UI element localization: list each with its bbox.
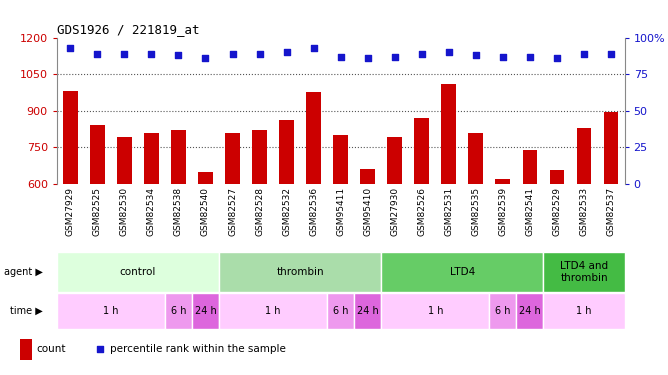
Text: GSM82540: GSM82540 xyxy=(201,187,210,236)
Bar xyxy=(522,150,537,184)
Text: GSM82527: GSM82527 xyxy=(228,187,237,236)
Text: GSM82537: GSM82537 xyxy=(607,187,615,236)
Text: GSM82532: GSM82532 xyxy=(282,187,291,236)
Point xyxy=(335,54,346,60)
Text: 1 h: 1 h xyxy=(265,306,281,316)
Bar xyxy=(544,293,625,329)
Bar xyxy=(57,293,165,329)
Bar xyxy=(354,293,381,329)
Text: 24 h: 24 h xyxy=(194,306,216,316)
Bar xyxy=(381,252,544,292)
Bar xyxy=(171,130,186,184)
Point xyxy=(606,51,617,57)
Text: 24 h: 24 h xyxy=(357,306,379,316)
Text: GSM82529: GSM82529 xyxy=(552,187,562,236)
Point xyxy=(200,55,211,61)
Text: GSM82538: GSM82538 xyxy=(174,187,183,236)
Text: GSM82535: GSM82535 xyxy=(472,187,480,236)
Text: GDS1926 / 221819_at: GDS1926 / 221819_at xyxy=(57,23,199,36)
Text: GSM82530: GSM82530 xyxy=(120,187,129,236)
Text: GSM82533: GSM82533 xyxy=(580,187,589,236)
Text: GSM95410: GSM95410 xyxy=(363,187,372,236)
Text: GSM82526: GSM82526 xyxy=(418,187,426,236)
Text: control: control xyxy=(120,267,156,277)
Text: 1 h: 1 h xyxy=(576,306,592,316)
Point xyxy=(227,51,238,57)
Bar xyxy=(165,293,192,329)
Text: GSM82536: GSM82536 xyxy=(309,187,318,236)
Text: time ▶: time ▶ xyxy=(10,306,43,316)
Bar xyxy=(387,138,402,184)
Point xyxy=(578,51,589,57)
Point xyxy=(309,45,319,51)
Bar xyxy=(63,91,77,184)
Bar xyxy=(144,133,159,184)
Text: GSM95411: GSM95411 xyxy=(336,187,345,236)
Bar xyxy=(604,112,619,184)
Text: agent ▶: agent ▶ xyxy=(4,267,43,277)
Text: 1 h: 1 h xyxy=(103,306,119,316)
Point xyxy=(146,51,157,57)
Bar xyxy=(333,135,348,184)
Point xyxy=(498,54,508,60)
Text: count: count xyxy=(37,344,66,354)
Bar xyxy=(306,92,321,184)
Bar xyxy=(117,138,132,184)
Bar xyxy=(360,169,375,184)
Text: 6 h: 6 h xyxy=(333,306,349,316)
Point xyxy=(362,55,373,61)
Point xyxy=(255,51,265,57)
Bar xyxy=(225,133,240,184)
Bar xyxy=(550,170,564,184)
Text: GSM82541: GSM82541 xyxy=(526,187,534,236)
Text: 6 h: 6 h xyxy=(495,306,510,316)
Point xyxy=(416,51,427,57)
Point xyxy=(444,49,454,55)
Bar xyxy=(381,293,490,329)
Bar xyxy=(490,293,516,329)
Text: thrombin: thrombin xyxy=(277,267,324,277)
Point xyxy=(470,52,481,58)
Text: GSM27930: GSM27930 xyxy=(390,187,399,236)
Bar xyxy=(496,179,510,184)
Bar xyxy=(516,293,544,329)
Bar xyxy=(20,339,32,360)
Bar xyxy=(327,293,354,329)
Bar xyxy=(442,84,456,184)
Point xyxy=(95,346,106,352)
Point xyxy=(552,55,562,61)
Text: LTD4 and
thrombin: LTD4 and thrombin xyxy=(560,261,608,283)
Bar xyxy=(57,252,219,292)
Point xyxy=(173,52,184,58)
Text: GSM82531: GSM82531 xyxy=(444,187,454,236)
Bar xyxy=(219,252,381,292)
Text: LTD4: LTD4 xyxy=(450,267,475,277)
Bar xyxy=(468,133,484,184)
Bar xyxy=(252,130,267,184)
Text: percentile rank within the sample: percentile rank within the sample xyxy=(110,344,286,354)
Text: GSM82525: GSM82525 xyxy=(93,187,102,236)
Text: GSM82539: GSM82539 xyxy=(498,187,508,236)
Text: GSM27929: GSM27929 xyxy=(66,187,75,236)
Text: 24 h: 24 h xyxy=(519,306,541,316)
Text: 1 h: 1 h xyxy=(428,306,443,316)
Point xyxy=(65,45,75,51)
Point xyxy=(119,51,130,57)
Bar xyxy=(544,252,625,292)
Bar xyxy=(279,120,294,184)
Point xyxy=(281,49,292,55)
Bar xyxy=(576,128,591,184)
Point xyxy=(389,54,400,60)
Bar xyxy=(192,293,219,329)
Bar xyxy=(198,172,213,184)
Bar xyxy=(414,118,430,184)
Point xyxy=(524,54,535,60)
Text: GSM82528: GSM82528 xyxy=(255,187,264,236)
Text: GSM82534: GSM82534 xyxy=(147,187,156,236)
Bar xyxy=(90,125,105,184)
Bar xyxy=(219,293,327,329)
Text: 6 h: 6 h xyxy=(171,306,186,316)
Point xyxy=(92,51,103,57)
